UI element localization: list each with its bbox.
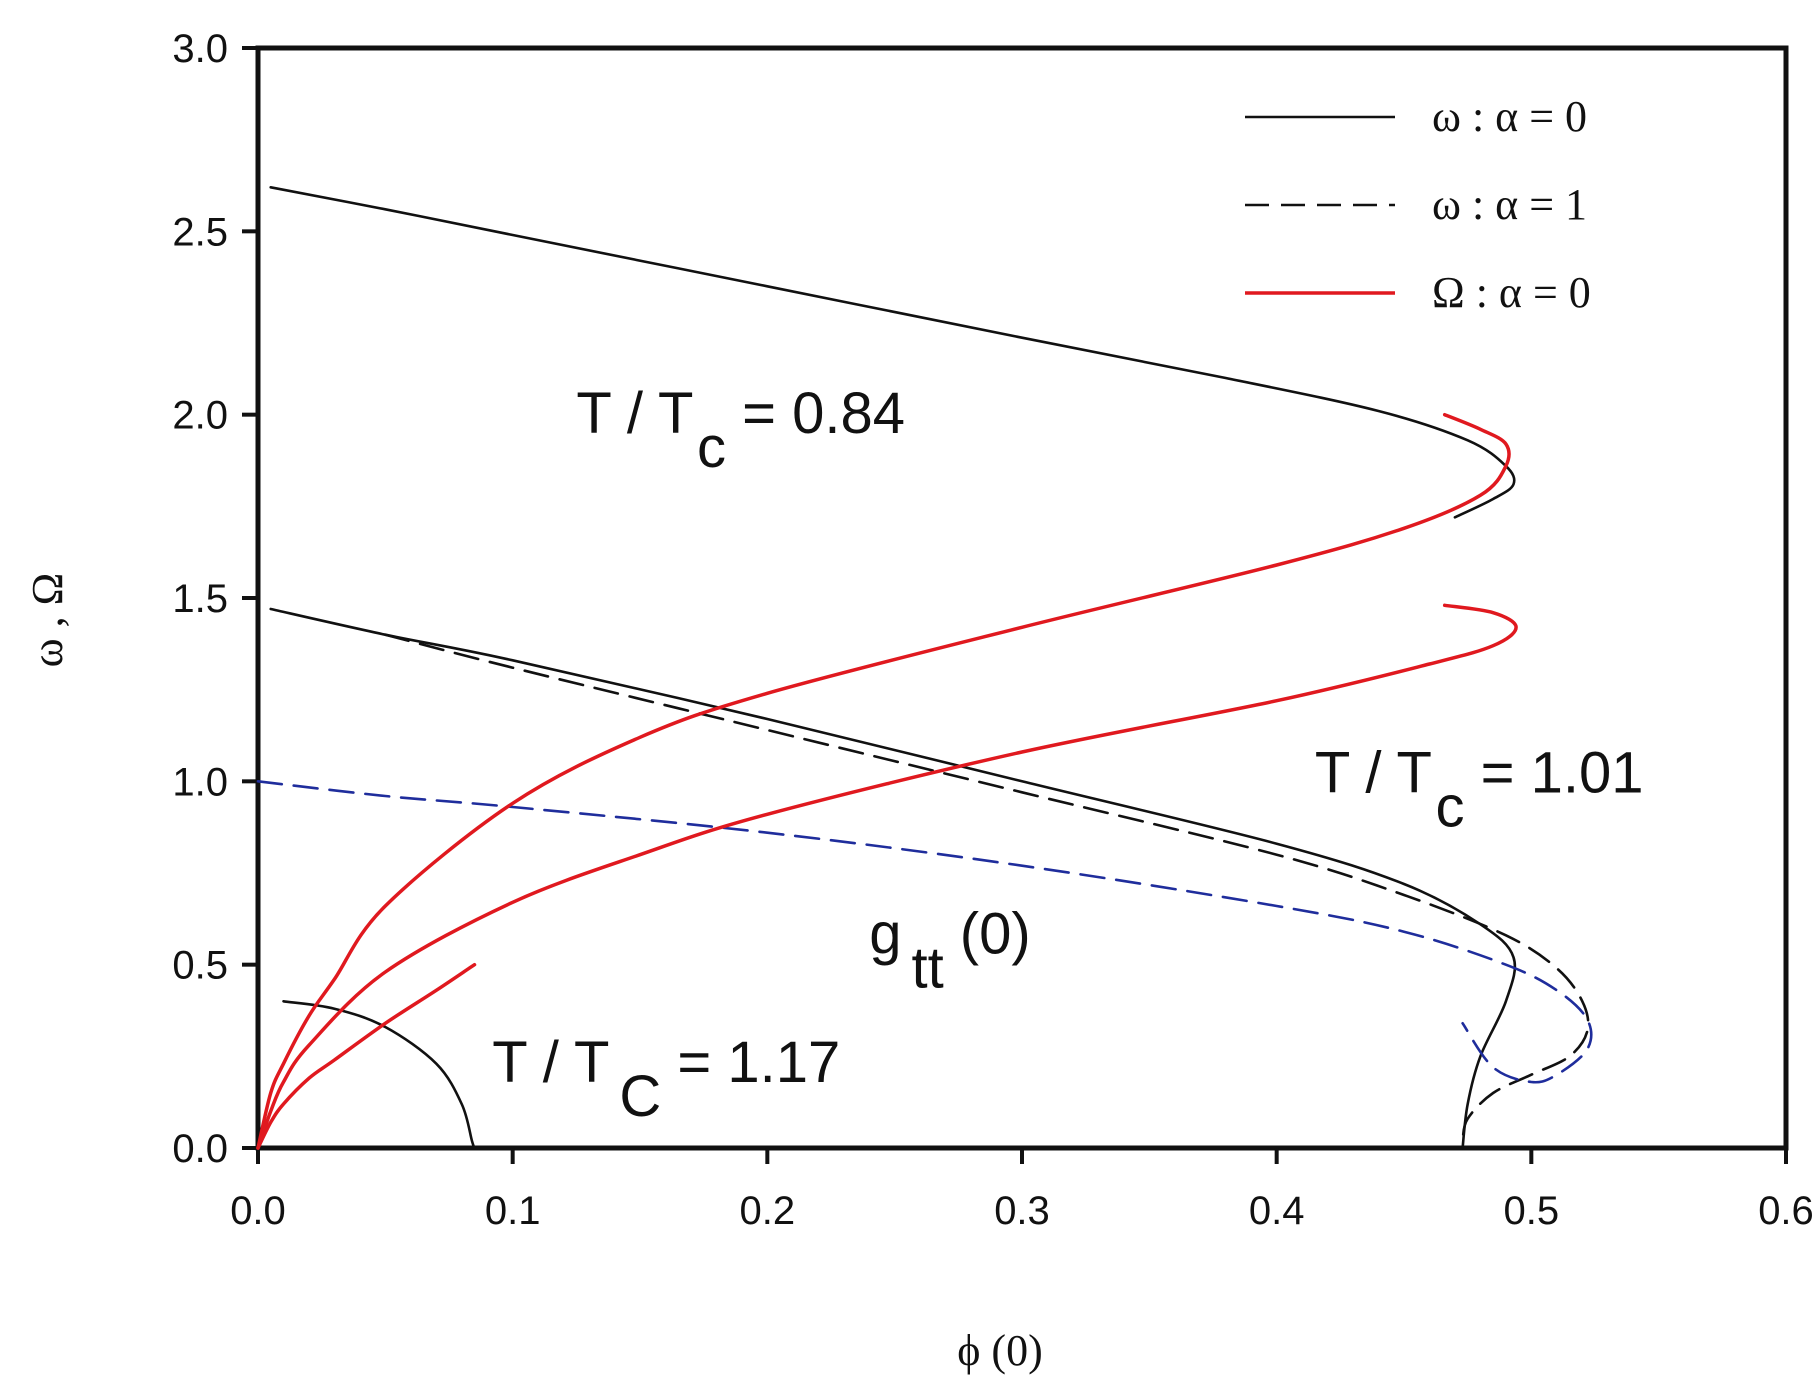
annotation-subscript: C	[619, 1064, 661, 1129]
x-tick-label: 0.1	[485, 1189, 541, 1233]
annotation-tail: = 1.17	[661, 1030, 840, 1095]
y-axis-label: ω , Ω	[23, 573, 72, 668]
x-axis-label: ϕ (0)	[957, 1326, 1042, 1375]
annotation-label: T / Tc = 1.01	[1315, 740, 1644, 839]
annotation-label: gtt (0)	[869, 902, 1030, 1001]
series-line-1	[269, 186, 1516, 519]
series-line-5	[256, 780, 1593, 1084]
x-tick-label: 0.6	[1758, 1189, 1814, 1233]
series-line-3	[282, 1000, 476, 1150]
series-line-8	[256, 962, 477, 1150]
series-layer	[256, 186, 1593, 1150]
legend: ω : α = 0 ω : α = 1 Ω : α = 0	[1245, 92, 1591, 317]
annotation-main: T / T	[576, 381, 693, 446]
annotation-tail: = 1.01	[1465, 740, 1644, 805]
x-tick-label: 0.4	[1249, 1189, 1305, 1233]
annotation-tail: = 0.84	[726, 381, 905, 446]
series-line-6	[256, 412, 1511, 1150]
annotation-tail: (0)	[944, 902, 1031, 967]
axis-ticks: 0.0 0.1 0.2 0.3 0.4 0.5 0.6 0.0 0.5 1.0 1.5 2.0 2.5 3…	[172, 27, 1813, 1233]
x-tick-label: 0.2	[740, 1189, 796, 1233]
x-tick-label: 0.5	[1504, 1189, 1560, 1233]
annotation-main: T / T	[492, 1030, 609, 1095]
annotation-label: T / Tc = 0.84	[576, 381, 905, 480]
annotation-main: T / T	[1315, 740, 1432, 805]
y-tick-label: 2.0	[172, 394, 228, 438]
annotation-main: g	[869, 902, 901, 967]
annotations: T / Tc = 0.84T / Tc = 1.01T / TC = 1.17g…	[492, 381, 1643, 1129]
annotation-subscript: tt	[911, 936, 943, 1001]
x-tick-label: 0.0	[230, 1189, 286, 1233]
y-tick-label: 2.5	[172, 210, 228, 254]
legend-label: ω : α = 1	[1432, 180, 1587, 229]
y-tick-label: 0.0	[172, 1127, 228, 1171]
annotation-subscript: c	[697, 415, 726, 480]
x-tick-label: 0.3	[994, 1189, 1050, 1233]
legend-label: Ω : α = 0	[1432, 268, 1591, 317]
annotation-label: T / TC = 1.17	[492, 1030, 840, 1129]
series-line-7	[256, 603, 1518, 1150]
y-tick-label: 0.5	[172, 944, 228, 988]
y-tick-label: 1.0	[172, 760, 228, 804]
annotation-subscript: c	[1436, 774, 1465, 839]
series-line-2	[269, 607, 1517, 1150]
y-tick-label: 3.0	[172, 27, 228, 71]
series-line-4	[384, 633, 1590, 1142]
legend-label: ω : α = 0	[1432, 92, 1587, 141]
y-tick-label: 1.5	[172, 577, 228, 621]
